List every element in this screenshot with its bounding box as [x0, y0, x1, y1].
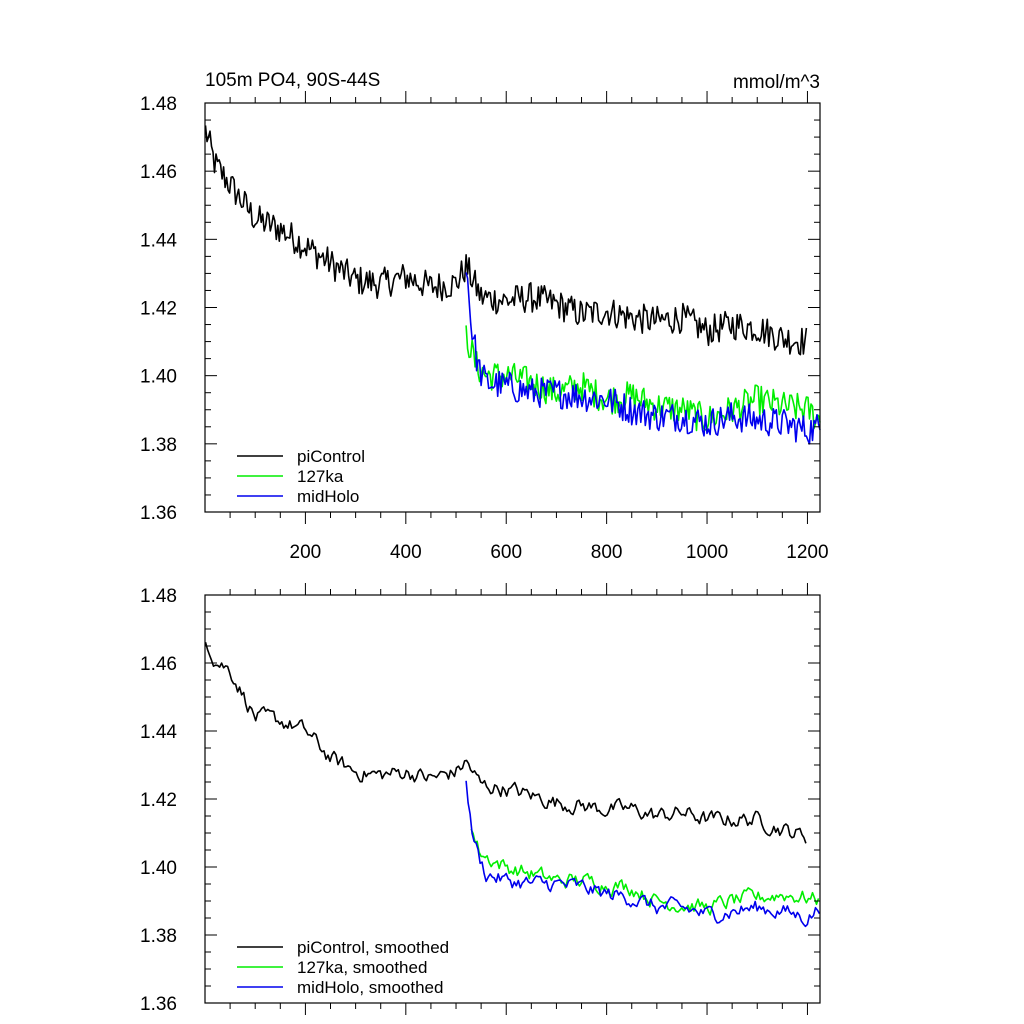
x-tick-label: 1000 [686, 542, 728, 563]
y-tick-label: 1.48 [140, 586, 177, 607]
y-tick-label: 1.38 [140, 435, 177, 456]
series-line-127ka [465, 325, 821, 432]
legend-label: piControl [297, 447, 365, 466]
y-tick-label: 1.42 [140, 790, 177, 811]
series-line-picontrol [204, 125, 808, 356]
x-tick-label: 400 [390, 542, 422, 563]
y-tick-label: 1.48 [140, 94, 177, 115]
legend-label: 127ka [297, 467, 344, 486]
x-tick-label: 1200 [786, 542, 828, 563]
y-tick-label: 1.40 [140, 858, 177, 879]
legend-label: piControl, smoothed [297, 938, 449, 957]
y-tick-label: 1.46 [140, 654, 177, 675]
y-tick-label: 1.38 [140, 926, 177, 947]
y-tick-label: 1.44 [140, 722, 177, 743]
axes-layer: 1.36 1.38 1.40 1.42 1.44 1.46 1.48 200 400 600 800… [140, 91, 829, 563]
series-layer [204, 641, 821, 928]
top-panel: 105m PO4, 90S-44S mmol/m^3 1.361.381.401… [140, 70, 829, 563]
y-tick-label: 1.44 [140, 230, 177, 251]
y-tick-label: 1.46 [140, 162, 177, 183]
legend-label: midHolo, smoothed [297, 978, 443, 997]
y-tick-label: 1.36 [140, 994, 177, 1015]
axes-layer: 1.36 1.38 1.40 1.42 1.44 1.46 1.48 [140, 583, 821, 1015]
series-layer [204, 125, 821, 445]
y-tick-label: 1.36 [140, 503, 177, 524]
chart-title: 105m PO4, 90S-44S [205, 70, 380, 91]
bottom-panel: 1.36 1.38 1.40 1.42 1.44 1.46 1.48 piControl, … [140, 583, 821, 1015]
series-line-picontrol-smoothed [204, 641, 807, 844]
legend-label: midHolo [297, 487, 359, 506]
y-tick-label: 1.40 [140, 367, 177, 388]
units-label: mmol/m^3 [733, 72, 820, 93]
series-line-midholo [465, 272, 821, 445]
x-tick-label: 600 [490, 542, 522, 563]
legend-label: 127ka, smoothed [297, 958, 427, 977]
x-tick-label: 800 [591, 542, 623, 563]
series-line-127ka-smoothed [470, 828, 820, 916]
y-tick-label: 1.42 [140, 299, 177, 320]
x-tick-label: 200 [290, 542, 322, 563]
series-line-midholo-smoothed [465, 780, 821, 928]
